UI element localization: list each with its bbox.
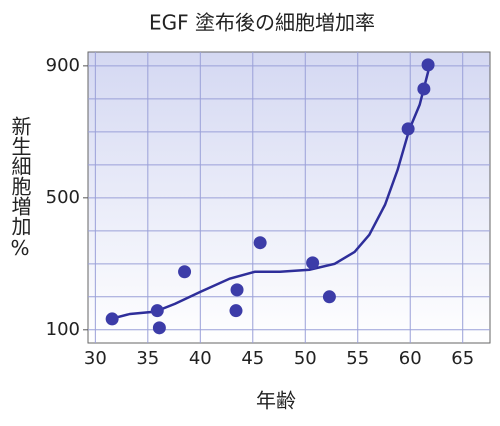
trend-line — [106, 67, 431, 322]
point — [230, 283, 244, 297]
y-tick-label: 900 — [46, 55, 80, 76]
x-tick-label: 65 — [451, 348, 474, 369]
y-tick-label: 100 — [46, 319, 80, 340]
x-tick-label: 60 — [399, 348, 422, 369]
point — [229, 304, 243, 318]
x-tick-label: 50 — [294, 348, 317, 369]
point — [178, 265, 192, 279]
x-axis-label: 年齢 — [256, 389, 296, 413]
chart-title: EGF 塗布後の細胞増加率 — [149, 11, 375, 35]
y-axis-label: 新生細胞増加% — [8, 116, 32, 260]
x-tick-label: 45 — [241, 348, 264, 369]
point — [421, 58, 435, 72]
point — [150, 304, 164, 318]
x-tick-label: 30 — [84, 348, 107, 369]
point — [401, 122, 415, 136]
point — [306, 256, 320, 270]
point — [105, 312, 119, 326]
x-tick-label: 35 — [136, 348, 159, 369]
x-tick-label: 55 — [346, 348, 369, 369]
point — [322, 290, 336, 304]
point — [152, 321, 166, 335]
point — [253, 236, 267, 250]
y-tick-label: 500 — [46, 187, 80, 208]
point — [417, 82, 431, 96]
x-tick-label: 40 — [189, 348, 212, 369]
